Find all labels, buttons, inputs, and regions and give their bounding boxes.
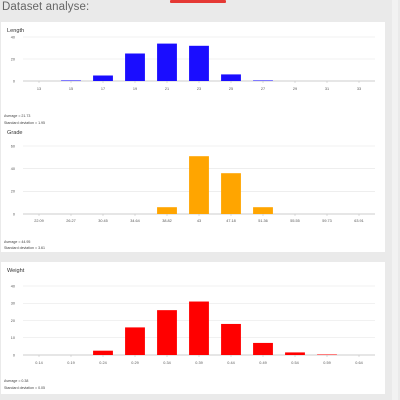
std-deviation-stat: Standard deviation = 0.05 [4,386,46,390]
histogram-bar [253,207,273,214]
x-tick-label: 0.39 [195,361,202,365]
x-tick-label: 0.14 [35,361,42,365]
x-tick-label: 22.09 [34,219,44,223]
x-tick-label: 55.55 [290,219,300,223]
histogram-bar [125,327,145,355]
x-tick-label: 0.54 [291,361,298,365]
x-tick-label: 0.24 [99,361,106,365]
x-tick-label: 15 [69,87,73,91]
x-tick-label: 47.18 [226,219,236,223]
average-stat: Average = 21.73 [4,114,31,118]
histogram-bar [157,310,177,355]
x-tick-label: 23 [197,87,201,91]
top-accent-bar [170,0,226,3]
x-tick-label: 30.45 [98,219,108,223]
x-tick-label: 51.36 [258,219,268,223]
x-tick-label: 0.64 [355,361,362,365]
y-tick-label: 60 [11,144,15,148]
x-tick-label: 0.59 [323,361,330,365]
length-histogram: 0 20 40 13 15 17 19 21 23 25 27 29 31 33 [11,35,375,91]
std-deviation-stat: Standard deviation = 1.95 [4,121,46,125]
y-tick-label: 20 [11,190,15,194]
std-deviation-stat: Standard deviation = 3.61 [4,246,46,250]
x-tick-label: 19 [133,87,137,91]
histogram-bar [317,354,337,355]
panel-title: Weight [7,268,25,274]
histogram-bar [157,43,177,81]
histogram-bar [93,350,113,355]
grade-histogram: 0 20 40 60 22.09 26.27 30.45 34.64 38.82 43 47.18 5… [11,144,375,223]
panel-title: Length [7,28,25,34]
weight-histogram: 0 10 20 30 40 0.14 0.19 0.24 0.29 0.34 0.39 0.44 0.4… [11,284,375,365]
histogram-bar [221,173,241,214]
x-tick-label: 31 [325,87,329,91]
histogram-bar [61,80,81,81]
y-tick-label: 10 [11,336,15,340]
y-tick-label: 0 [13,79,15,83]
length-panel: Length 0 20 40 13 15 17 19 21 23 25 27 29 31 33 Avera… [1,22,385,128]
average-stat: Average = 44.95 [4,240,31,244]
x-tick-label: 27 [261,87,265,91]
histogram-bar [285,352,305,355]
grade-panel: Grade 0 20 40 60 22.09 26.27 30.45 34.64 38.82 43… [1,124,385,252]
y-tick-label: 40 [11,35,15,39]
histogram-bar [157,207,177,214]
y-tick-label: 40 [11,167,15,171]
x-tick-label: 34.64 [130,219,140,223]
x-tick-label: 63.91 [354,219,364,223]
scrollbar[interactable] [392,0,398,400]
y-tick-label: 0 [13,353,15,357]
x-tick-label: 0.19 [67,361,74,365]
x-tick-label: 0.44 [227,361,234,365]
histogram-bar [125,53,145,81]
x-tick-label: 25 [229,87,233,91]
histogram-bar [221,74,241,81]
x-tick-label: 21 [165,87,169,91]
histogram-bar [189,156,209,214]
histogram-bar [189,45,209,81]
x-tick-label: 26.27 [66,219,76,223]
y-tick-label: 40 [11,284,15,288]
x-tick-label: 43 [197,219,201,223]
histogram-bar [93,75,113,81]
x-tick-label: 33 [357,87,361,91]
x-tick-label: 59.73 [322,219,332,223]
panel-title: Grade [7,130,23,136]
histogram-bar [253,342,273,355]
y-tick-label: 20 [11,319,15,323]
x-tick-label: 38.82 [162,219,172,223]
x-tick-label: 13 [37,87,41,91]
x-tick-label: 0.34 [163,361,170,365]
x-tick-label: 17 [101,87,105,91]
y-tick-label: 30 [11,302,15,306]
y-tick-label: 0 [13,212,15,216]
x-tick-label: 29 [293,87,297,91]
page-title: Dataset analyse: [2,1,90,13]
y-tick-label: 20 [11,57,15,61]
x-tick-label: 0.29 [131,361,138,365]
x-tick-label: 0.49 [259,361,266,365]
histogram-bar [253,80,273,81]
average-stat: Average = 0.38 [4,379,29,383]
histogram-bar [221,323,241,355]
histogram-bar [189,301,209,355]
weight-panel: Weight 0 10 20 30 40 0.14 0.19 0.24 0.29 0.34 0.39… [1,262,385,394]
